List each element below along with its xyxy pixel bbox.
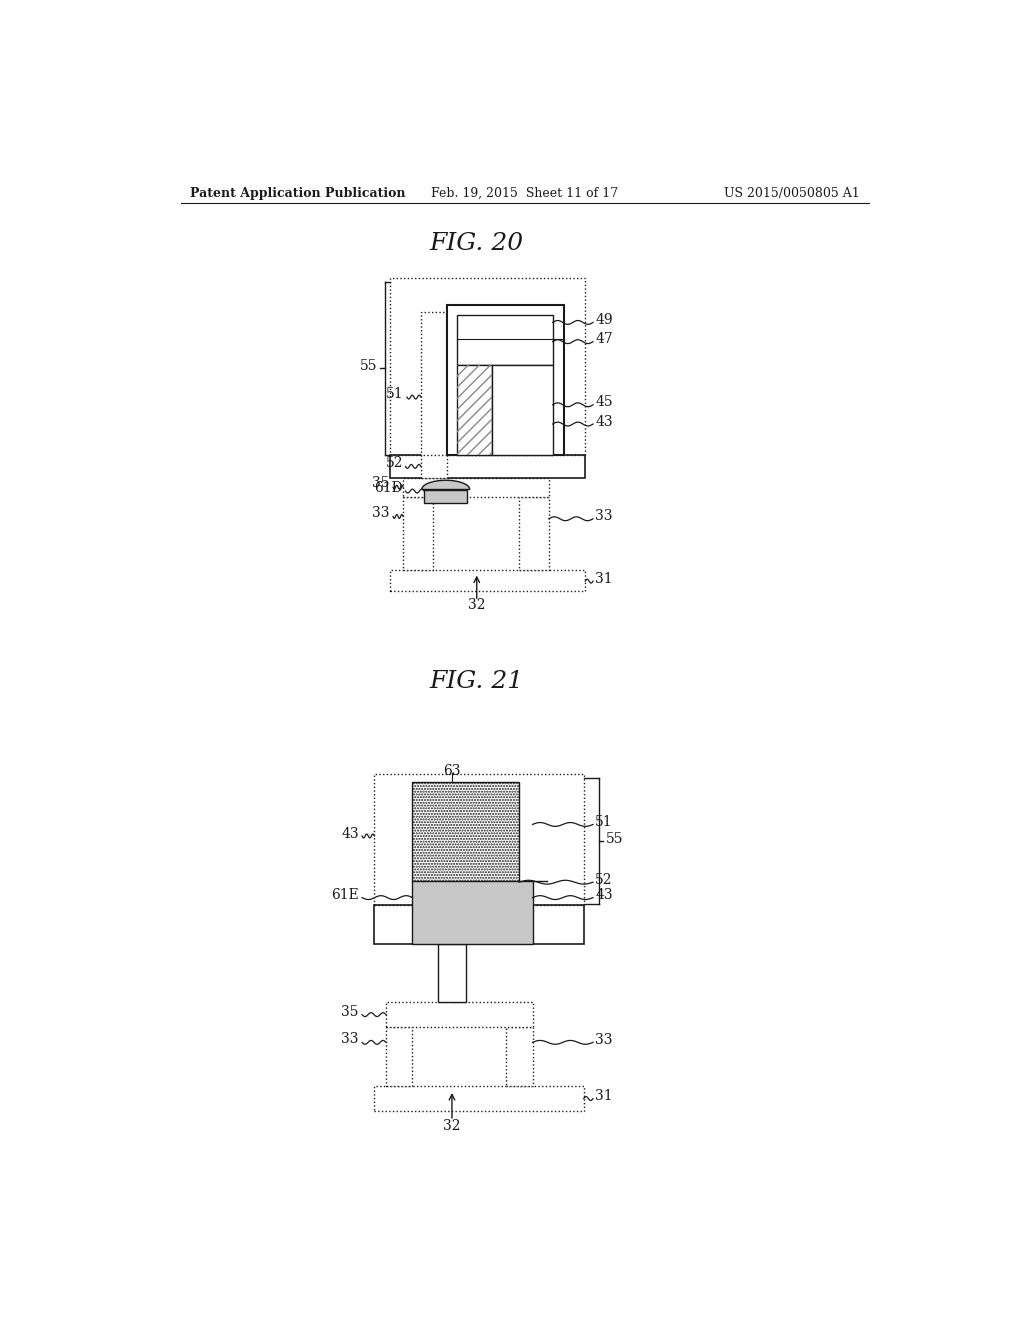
Text: 35: 35 [373,477,390,490]
Text: 43: 43 [341,826,359,841]
Bar [413,781,519,882]
Text: FIG. 20: FIG. 20 [430,231,524,255]
Text: 49: 49 [595,313,613,327]
Bar [413,880,532,944]
Bar [390,455,586,478]
Text: 51: 51 [595,816,613,829]
Text: 33: 33 [341,1032,359,1047]
Text: 61D: 61D [375,480,403,495]
Bar [375,1086,584,1111]
Text: US 2015/0050805 A1: US 2015/0050805 A1 [724,186,859,199]
Text: 31: 31 [595,572,613,586]
Bar [403,498,432,570]
Text: 52: 52 [595,873,612,887]
Text: 33: 33 [373,507,390,520]
Text: 33: 33 [595,1034,612,1047]
Text: 45: 45 [595,396,613,409]
Text: 32: 32 [443,1118,461,1133]
Bar [424,490,467,503]
Bar [493,364,553,455]
Polygon shape [422,480,470,490]
Text: Patent Application Publication: Patent Application Publication [190,186,406,199]
Bar [438,944,466,1002]
Text: 52: 52 [386,457,403,470]
Text: 61E: 61E [331,888,359,903]
Text: 31: 31 [595,1089,613,1104]
Text: 32: 32 [468,598,485,612]
Bar [403,478,549,498]
Text: FIG. 21: FIG. 21 [430,671,524,693]
Text: 47: 47 [595,333,613,346]
Text: 55: 55 [360,359,378,372]
Bar [506,1027,532,1086]
Text: 63: 63 [443,763,461,777]
Bar [390,277,586,455]
Bar [421,313,447,478]
Bar [519,498,549,570]
Bar [386,1002,532,1027]
Text: 35: 35 [341,1005,359,1019]
Text: 51: 51 [385,387,403,401]
Bar [375,775,584,906]
Bar [386,1027,413,1086]
Bar [458,364,493,455]
Text: 55: 55 [605,832,623,846]
Bar [458,314,553,364]
Text: 33: 33 [595,510,612,524]
Bar [375,906,584,944]
Text: Feb. 19, 2015  Sheet 11 of 17: Feb. 19, 2015 Sheet 11 of 17 [431,186,618,199]
Bar [447,305,564,455]
Bar [390,570,586,591]
Text: 43: 43 [595,414,613,429]
Bar [458,364,493,455]
Text: 43: 43 [595,888,613,903]
